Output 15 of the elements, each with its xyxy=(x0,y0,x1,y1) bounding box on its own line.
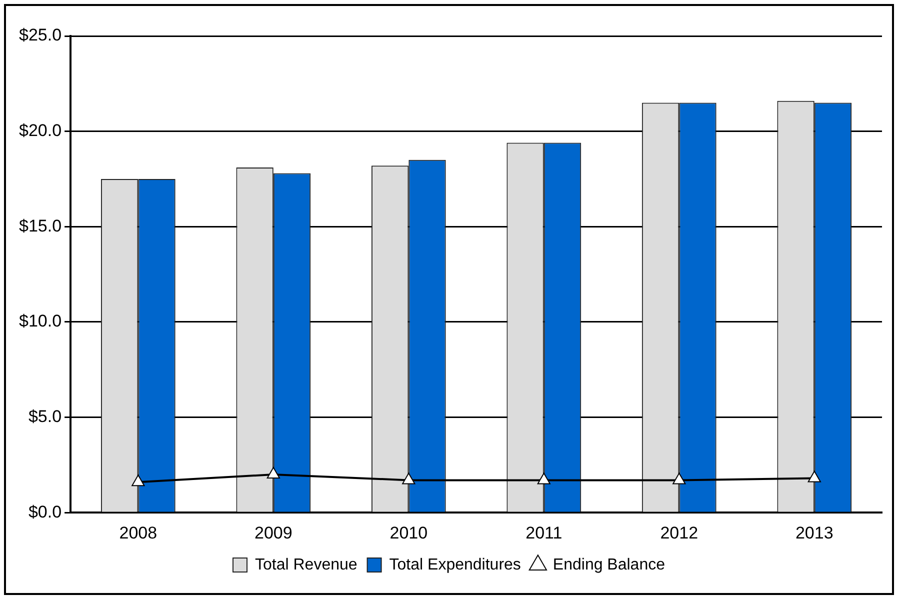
y-tick-label: $25.0 xyxy=(18,26,62,45)
legend-label: Total Expenditures xyxy=(389,556,521,574)
x-tick-label: 2010 xyxy=(390,523,428,542)
y-tick-label: $5.0 xyxy=(28,406,62,426)
x-tick-label: 2008 xyxy=(119,523,158,542)
x-tick-label: 2009 xyxy=(254,523,292,542)
legend-label: Total Revenue xyxy=(254,556,358,574)
y-tick-label: $15.0 xyxy=(18,216,62,236)
x-tick-label: 2013 xyxy=(795,523,834,542)
x-tick-label: 2012 xyxy=(660,523,698,542)
y-tick-label: $10.0 xyxy=(18,312,62,331)
legend-label: Ending Balance xyxy=(552,556,666,574)
y-tick-label: $20.0 xyxy=(18,121,62,140)
x-tick-label: 2011 xyxy=(526,523,562,542)
y-tick-label: $0.0 xyxy=(28,502,62,522)
